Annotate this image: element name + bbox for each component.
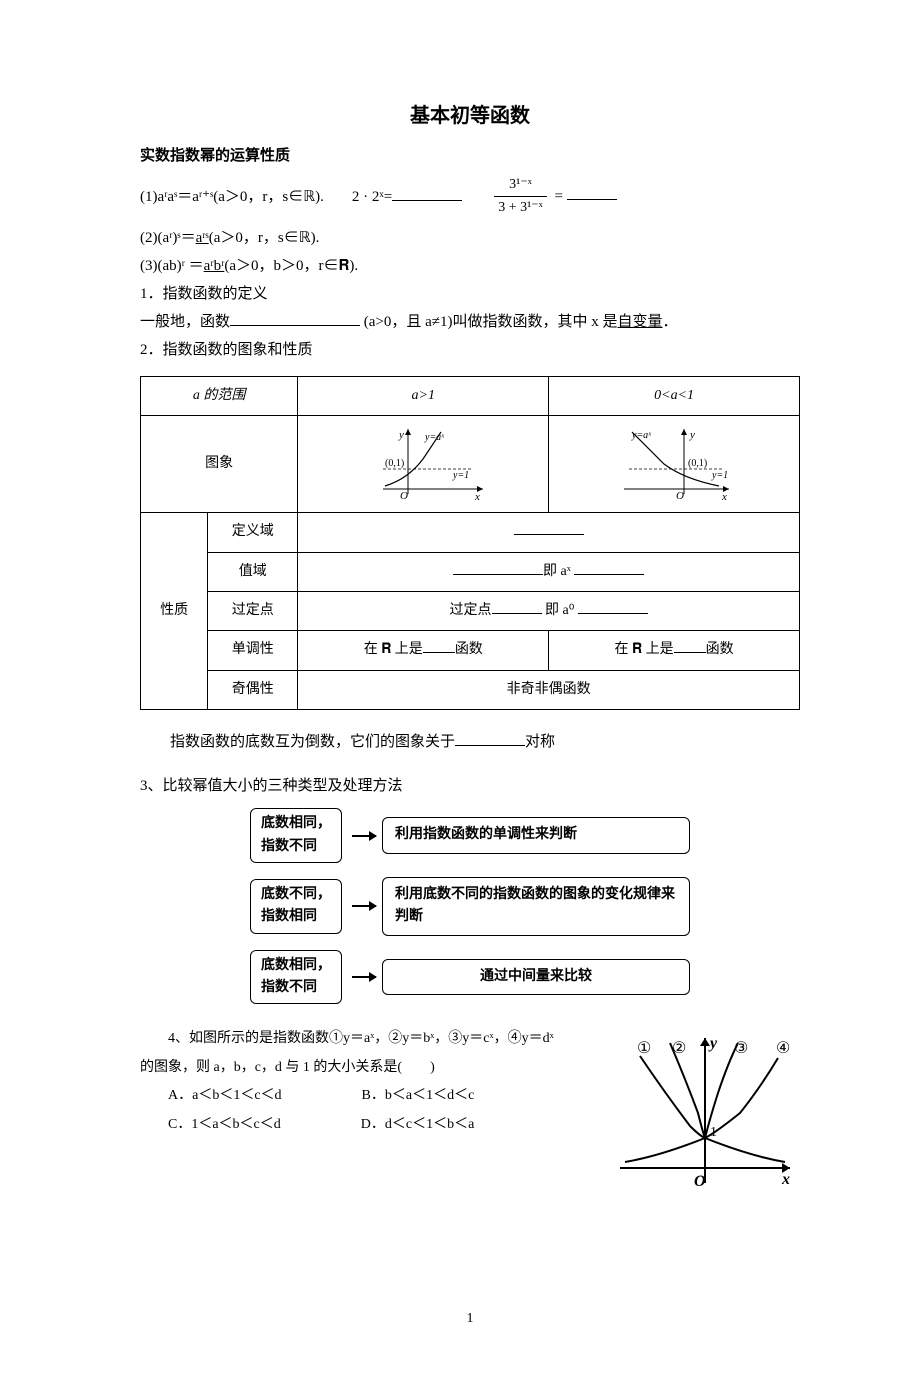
page-number: 1 bbox=[140, 1308, 800, 1330]
cell-mono-left: 在 𝐑 上是函数 bbox=[298, 631, 549, 670]
svg-text:y: y bbox=[689, 429, 695, 441]
flow-diagram: 底数相同， 指数不同 利用指数函数的单调性来判断 底数不同， 指数相同 利用底数… bbox=[250, 808, 690, 1004]
flow-row-1: 底数相同， 指数不同 利用指数函数的单调性来判断 bbox=[250, 808, 690, 863]
frac-num: 3¹⁻ˣ bbox=[494, 174, 547, 197]
svg-text:O: O bbox=[676, 490, 684, 502]
properties-table: a 的范围 a>1 0<a<1 图象 y y=aˣ (0,1) y=1 O x bbox=[140, 376, 800, 710]
symmetry-note: 指数函数的底数互为倒数，它们的图象关于 对称 bbox=[170, 730, 800, 754]
def-post: 自变量 bbox=[618, 314, 663, 330]
cell-domain bbox=[298, 513, 800, 552]
th-range2: 值域 bbox=[208, 552, 298, 591]
blank-sym bbox=[455, 731, 525, 746]
flow-right-3: 通过中间量来比较 bbox=[382, 959, 690, 995]
rule1-row: (1)aʳaˢ＝aʳ⁺ˢ(a＞0，r，s∈ℝ). 2 · 2ˣ= 3¹⁻ˣ 3 … bbox=[140, 174, 800, 220]
opt-a: A．a＜b＜1＜c＜d bbox=[168, 1085, 282, 1107]
svg-text:④: ④ bbox=[776, 1040, 790, 1057]
def-end: ． bbox=[663, 314, 678, 330]
sec3-head: 3、比较幂值大小的三种类型及处理方法 bbox=[140, 774, 800, 798]
svg-text:y: y bbox=[708, 1035, 718, 1052]
opt-d: D．d＜c＜1＜b＜a bbox=[361, 1114, 475, 1136]
cell-range: 即 aˣ bbox=[298, 552, 800, 591]
svg-text:x: x bbox=[474, 491, 480, 503]
rule2-post: (a＞0，r，s∈ℝ). bbox=[209, 230, 320, 246]
flow-left-1: 底数相同， 指数不同 bbox=[250, 808, 342, 863]
def-head: 1．指数函数的定义 bbox=[140, 282, 800, 306]
graph-head: 2．指数函数的图象和性质 bbox=[140, 338, 800, 362]
rule2-mid: aʳˢ bbox=[196, 230, 209, 246]
th-alt1: 0<a<1 bbox=[549, 376, 800, 415]
th-fixedpt: 过定点 bbox=[208, 591, 298, 630]
svg-text:③: ③ bbox=[734, 1040, 748, 1057]
svg-text:(0,1): (0,1) bbox=[385, 458, 404, 469]
opt-c: C．1＜a＜b＜c＜d bbox=[168, 1114, 281, 1136]
page-title: 基本初等函数 bbox=[140, 100, 800, 132]
svg-text:x: x bbox=[721, 491, 727, 503]
blank-1 bbox=[392, 186, 462, 201]
def-pre: 一般地，函数 bbox=[140, 314, 230, 330]
rule2: (2)(aʳ)ˢ＝aʳˢ(a＞0，r，s∈ℝ). bbox=[140, 226, 800, 250]
q4-stem-b: 的图象，则 a，b，c，d 与 1 的大小关系是( ) bbox=[140, 1057, 596, 1079]
th-mono: 单调性 bbox=[208, 631, 298, 670]
rule2-pre: (2)(aʳ)ˢ＝ bbox=[140, 230, 196, 246]
flow-left-2: 底数不同， 指数相同 bbox=[250, 879, 342, 934]
th-agt1: a>1 bbox=[298, 376, 549, 415]
arrow-icon bbox=[352, 976, 376, 978]
flow-left-3: 底数相同， 指数不同 bbox=[250, 950, 342, 1005]
def-body: 一般地，函数 (a>0，且 a≠1)叫做指数函数，其中 x 是自变量． bbox=[140, 310, 800, 334]
rule3: (3)(ab)ʳ ＝aʳbʳ(a＞0，b＞0，r∈𝐑). bbox=[140, 254, 800, 278]
rule1-ex: 2 · 2ˣ= bbox=[352, 185, 462, 209]
flow-row-2: 底数不同， 指数相同 利用底数不同的指数函数的图象的变化规律来判断 bbox=[250, 877, 690, 936]
q4-options: A．a＜b＜1＜c＜d B．b＜a＜1＜d＜c C．1＜a＜b＜c＜d D．d＜… bbox=[168, 1085, 596, 1136]
rule1-frac: 3¹⁻ˣ 3 + 3¹⁻ˣ = bbox=[490, 174, 617, 220]
svg-text:y=aˣ: y=aˣ bbox=[631, 430, 652, 441]
graph-agt1: y y=aˣ (0,1) y=1 O x bbox=[298, 416, 549, 513]
cell-parity: 非奇非偶函数 bbox=[298, 670, 800, 709]
rule3-pre: (3)(ab)ʳ ＝ bbox=[140, 258, 204, 274]
th-props: 性质 bbox=[141, 513, 208, 710]
th-graph: 图象 bbox=[141, 416, 298, 513]
th-range: a 的范围 bbox=[141, 376, 298, 415]
cell-mono-right: 在 𝐑 上是函数 bbox=[549, 631, 800, 670]
arrow-icon bbox=[352, 835, 376, 837]
svg-text:②: ② bbox=[672, 1040, 686, 1057]
note-post: 对称 bbox=[525, 734, 555, 750]
cell-fixedpt: 过定点 即 a⁰ bbox=[298, 591, 800, 630]
th-parity: 奇偶性 bbox=[208, 670, 298, 709]
q4-stem-a: 4、如图所示的是指数函数①y＝aˣ，②y＝bˣ，③y＝cˣ，④y＝dˣ bbox=[140, 1028, 596, 1050]
graph-alt1: y y=aˣ (0,1) y=1 O x bbox=[549, 416, 800, 513]
def-mid: (a>0，且 a≠1)叫做指数函数，其中 x 是 bbox=[360, 314, 618, 330]
rule3-mid: aʳbʳ bbox=[204, 258, 225, 274]
th-domain: 定义域 bbox=[208, 513, 298, 552]
frac-den: 3 + 3¹⁻ˣ bbox=[494, 197, 547, 219]
note-pre: 指数函数的底数互为倒数，它们的图象关于 bbox=[170, 734, 455, 750]
flow-row-3: 底数相同， 指数不同 通过中间量来比较 bbox=[250, 950, 690, 1005]
flow-right-2: 利用底数不同的指数函数的图象的变化规律来判断 bbox=[382, 877, 690, 936]
q4: 4、如图所示的是指数函数①y＝aˣ，②y＝bˣ，③y＝cˣ，④y＝dˣ 的图象，… bbox=[140, 1028, 800, 1198]
q4-text: 4、如图所示的是指数函数①y＝aˣ，②y＝bˣ，③y＝cˣ，④y＝dˣ 的图象，… bbox=[140, 1028, 596, 1142]
svg-text:y=1: y=1 bbox=[711, 470, 728, 481]
rule1: (1)aʳaˢ＝aʳ⁺ˢ(a＞0，r，s∈ℝ). bbox=[140, 185, 324, 209]
rule1-ex-label: 2 · 2ˣ= bbox=[352, 189, 392, 205]
svg-text:1: 1 bbox=[710, 1125, 717, 1140]
svg-text:y=aˣ: y=aˣ bbox=[424, 432, 445, 443]
flow-right-1: 利用指数函数的单调性来判断 bbox=[382, 817, 690, 853]
blank-3 bbox=[230, 311, 360, 326]
svg-text:y=1: y=1 bbox=[452, 470, 469, 481]
svg-text:(0,1): (0,1) bbox=[688, 458, 707, 469]
arrow-icon bbox=[352, 905, 376, 907]
blank-2 bbox=[567, 185, 617, 200]
opt-b: B．b＜a＜1＜d＜c bbox=[362, 1085, 475, 1107]
q4-graph: ① ② ③ ④ y x O 1 bbox=[610, 1028, 800, 1198]
svg-text:x: x bbox=[781, 1171, 790, 1188]
section-1-head: 实数指数幂的运算性质 bbox=[140, 144, 800, 168]
svg-text:y: y bbox=[398, 429, 404, 441]
frac-eq: = bbox=[554, 188, 562, 204]
svg-text:O: O bbox=[400, 490, 408, 502]
svg-text:①: ① bbox=[637, 1040, 651, 1057]
rule3-post: (a＞0，b＞0，r∈𝐑). bbox=[224, 258, 358, 274]
svg-text:O: O bbox=[694, 1173, 706, 1190]
